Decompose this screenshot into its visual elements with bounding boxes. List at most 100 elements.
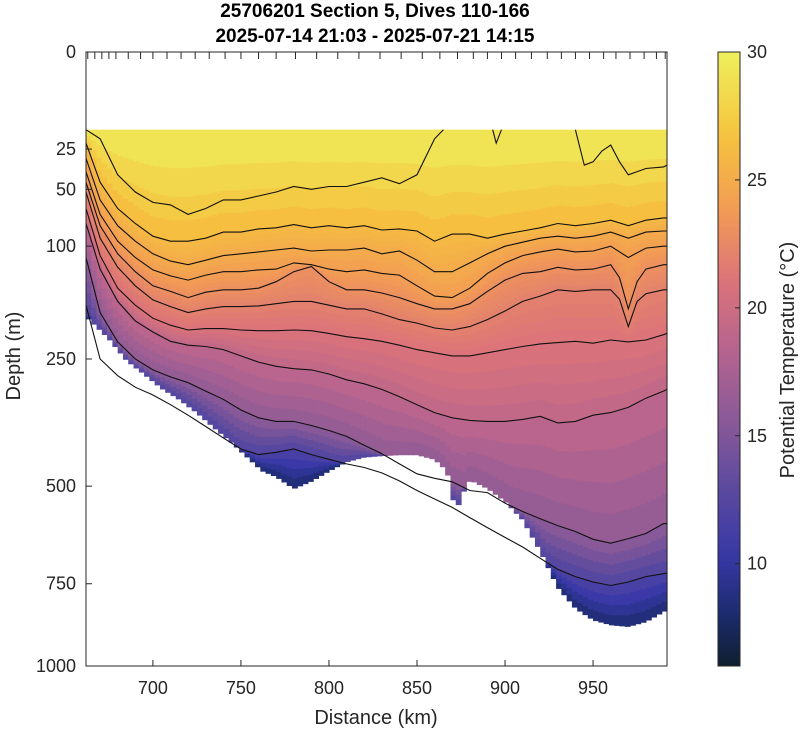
field-cell xyxy=(323,451,330,460)
field-cell xyxy=(291,255,298,261)
field-cell xyxy=(624,231,631,236)
field-cell xyxy=(328,238,335,245)
field-cell xyxy=(286,295,293,303)
field-cell xyxy=(408,341,415,349)
field-cell xyxy=(513,509,520,512)
field-cell xyxy=(461,311,467,318)
field-cell xyxy=(212,295,219,300)
field-cell xyxy=(429,195,436,220)
field-cell xyxy=(503,287,510,297)
field-cell xyxy=(291,279,298,288)
field-cell xyxy=(397,269,404,277)
field-cell xyxy=(291,449,298,460)
field-cell xyxy=(582,230,589,235)
field-cell xyxy=(461,291,467,296)
field-cell xyxy=(313,309,319,318)
field-cell xyxy=(307,316,314,325)
field-cell xyxy=(381,321,388,330)
field-cell xyxy=(107,183,114,198)
field-cell xyxy=(154,246,161,252)
field-cell xyxy=(122,262,129,267)
field-cell xyxy=(651,228,658,233)
field-cell xyxy=(577,290,584,306)
field-cell xyxy=(598,262,605,268)
field-cell xyxy=(603,284,610,291)
field-cell xyxy=(228,254,235,260)
field-cell xyxy=(86,218,92,223)
field-cell xyxy=(313,187,319,210)
field-cell xyxy=(424,311,430,317)
field-cell xyxy=(112,209,119,215)
field-cell xyxy=(582,588,589,598)
field-cell xyxy=(471,296,478,302)
field-cell xyxy=(461,327,467,336)
field-cell xyxy=(376,272,383,279)
field-cell xyxy=(117,344,124,348)
y-tick-label: 25 xyxy=(56,139,76,159)
field-cell xyxy=(566,421,573,453)
field-cell xyxy=(508,318,515,330)
field-cell xyxy=(545,129,552,163)
field-cell xyxy=(101,255,108,261)
field-cell xyxy=(270,365,277,381)
field-cell xyxy=(260,300,267,306)
field-cell xyxy=(360,361,367,374)
field-cell xyxy=(101,323,108,328)
field-cell xyxy=(202,380,209,392)
field-cell xyxy=(582,256,589,262)
field-cell xyxy=(101,224,108,229)
field-cell xyxy=(133,268,140,273)
field-cell xyxy=(387,229,393,237)
field-cell xyxy=(645,263,652,270)
field-cell xyxy=(313,385,319,401)
field-cell xyxy=(624,310,631,316)
field-cell xyxy=(651,231,658,237)
field-cell xyxy=(376,188,383,211)
field-cell xyxy=(334,406,341,421)
field-cell xyxy=(207,393,214,402)
field-cell xyxy=(276,429,283,438)
field-cell xyxy=(545,383,552,403)
field-cell xyxy=(223,280,230,286)
field-cell xyxy=(566,363,573,385)
field-cell xyxy=(376,340,383,355)
field-cell xyxy=(96,319,103,326)
field-cell xyxy=(344,244,351,251)
field-cell xyxy=(508,264,515,270)
field-cell xyxy=(593,239,599,244)
field-cell xyxy=(550,224,557,229)
field-cell xyxy=(471,260,478,268)
field-cell xyxy=(439,305,446,310)
field-cell xyxy=(181,296,187,301)
field-cell xyxy=(519,129,525,165)
field-cell xyxy=(117,156,124,178)
field-cell xyxy=(534,284,541,292)
field-cell xyxy=(159,277,166,282)
field-cell xyxy=(149,351,156,361)
field-cell xyxy=(508,443,515,467)
field-cell xyxy=(519,288,525,296)
field-cell xyxy=(630,328,636,336)
field-cell xyxy=(212,360,219,374)
field-cell xyxy=(466,348,473,357)
field-cell xyxy=(249,163,256,190)
field-cell xyxy=(566,285,573,292)
field-cell xyxy=(508,191,515,215)
field-cell xyxy=(434,399,441,415)
field-cell xyxy=(656,224,663,229)
field-cell xyxy=(175,246,182,253)
field-cell xyxy=(117,210,124,216)
field-cell xyxy=(439,400,446,416)
field-cell xyxy=(524,418,531,446)
field-cell xyxy=(593,611,599,622)
field-cell xyxy=(593,289,599,305)
field-cell xyxy=(355,243,362,250)
field-cell xyxy=(207,347,214,360)
field-cell xyxy=(376,268,383,274)
field-cell xyxy=(471,248,478,256)
colorbar-tick-label: 20 xyxy=(747,298,767,318)
field-cell xyxy=(233,354,240,370)
field-cell xyxy=(255,454,261,459)
field-cell xyxy=(619,307,626,318)
